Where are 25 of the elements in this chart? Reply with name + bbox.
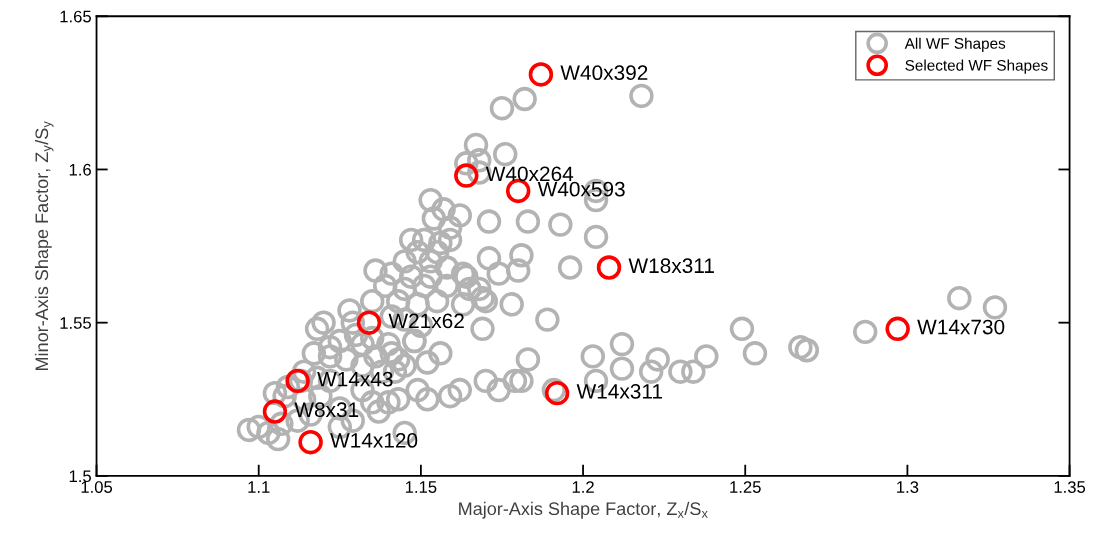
annotation: W40x392: [560, 65, 648, 81]
x-tick-label: 1.05: [81, 481, 113, 493]
annotation: W14x120: [330, 433, 418, 448]
y-tick-label: 1.6: [69, 163, 91, 176]
annotation: W8x31: [294, 402, 359, 418]
x-tick-label: 1.2: [572, 481, 594, 493]
x-axis-title: Major-Axis Shape Factor, Z$_{x}$/S$_{x}$: [459, 501, 708, 519]
y-tick-label: 1.5: [69, 470, 91, 483]
x-tick-label: 1.25: [730, 481, 761, 493]
x-tick-label: 1.35: [1054, 481, 1086, 493]
x-tick-label: 1.1: [248, 481, 270, 493]
annotation: W14x43: [317, 371, 393, 387]
legend-label: All WF Shapes: [904, 37, 1006, 52]
legend-label: Selected WF Shapes: [905, 59, 1048, 74]
annotation: W40x264: [485, 166, 574, 182]
y-tick-label: 1.65: [60, 10, 91, 23]
annotation: W18x311: [628, 258, 714, 274]
annotation: W14x730: [917, 319, 1005, 335]
annotation: W21x62: [388, 313, 464, 329]
y-axis-title: Minor-Axis Shape Factor, Z$_{y}$/S$_{y}$: [34, 121, 54, 370]
x-tick-label: 1.3: [897, 481, 919, 493]
x-tick-label: 1.15: [405, 481, 437, 493]
y-tick-label: 1.55: [60, 317, 91, 329]
annotation: W14x311: [576, 383, 663, 399]
annotation: W40x593: [537, 181, 625, 197]
